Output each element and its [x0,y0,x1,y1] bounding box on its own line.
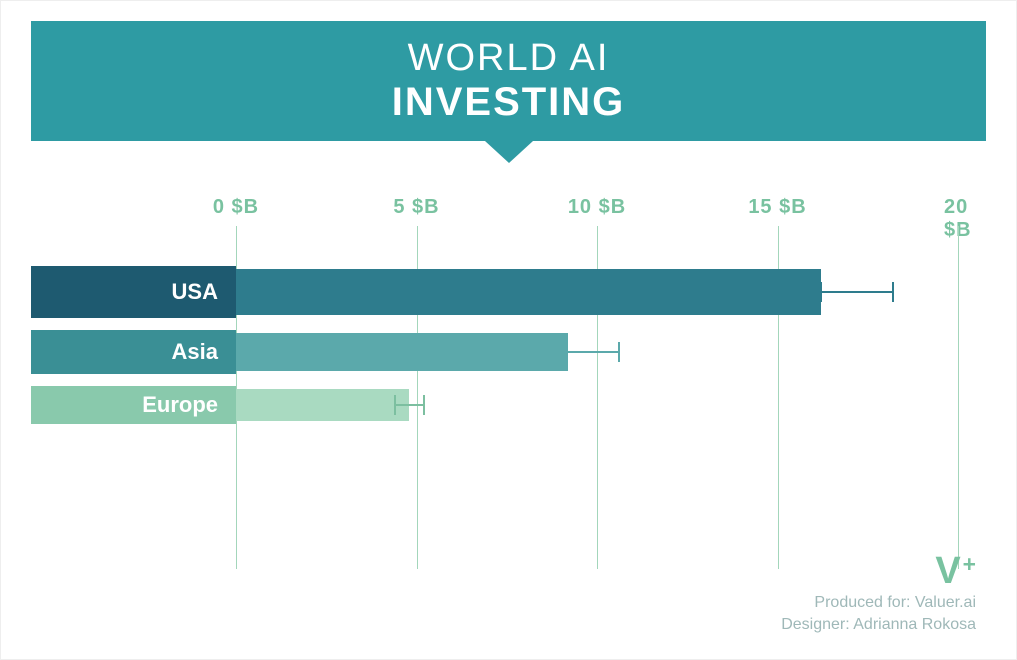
credit-produced-for: Produced for: Valuer.ai [781,594,976,612]
bar-chart: 0 $B5 $B10 $B15 $B20 $B USAAsiaEurope [31,196,986,569]
x-axis-tick-label: 10 $B [568,196,626,219]
title-line-1: WORLD AI [408,37,610,80]
x-axis-tick-label: 15 $B [748,196,806,219]
logo-letter: V [935,552,960,590]
header-caret-icon [485,141,533,163]
error-bar [31,282,986,302]
error-bar [31,395,986,415]
credits: V+ Produced for: Valuer.ai Designer: Adr… [781,552,976,634]
x-axis-tick-label: 5 $B [393,196,439,219]
header-band: WORLD AI INVESTING [31,21,986,141]
error-bar [31,342,986,362]
credit-designer: Designer: Adrianna Rokosa [781,616,976,634]
title-line-2: INVESTING [392,80,626,125]
bar-row: USA [31,266,986,318]
valuer-logo-icon: V+ [935,552,976,590]
x-axis-tick-label: 0 $B [213,196,259,219]
bars-container: USA Asia Europe [31,266,986,436]
bar-row: Europe [31,386,986,424]
logo-plus-icon: + [963,553,976,576]
bar-row: Asia [31,330,986,374]
